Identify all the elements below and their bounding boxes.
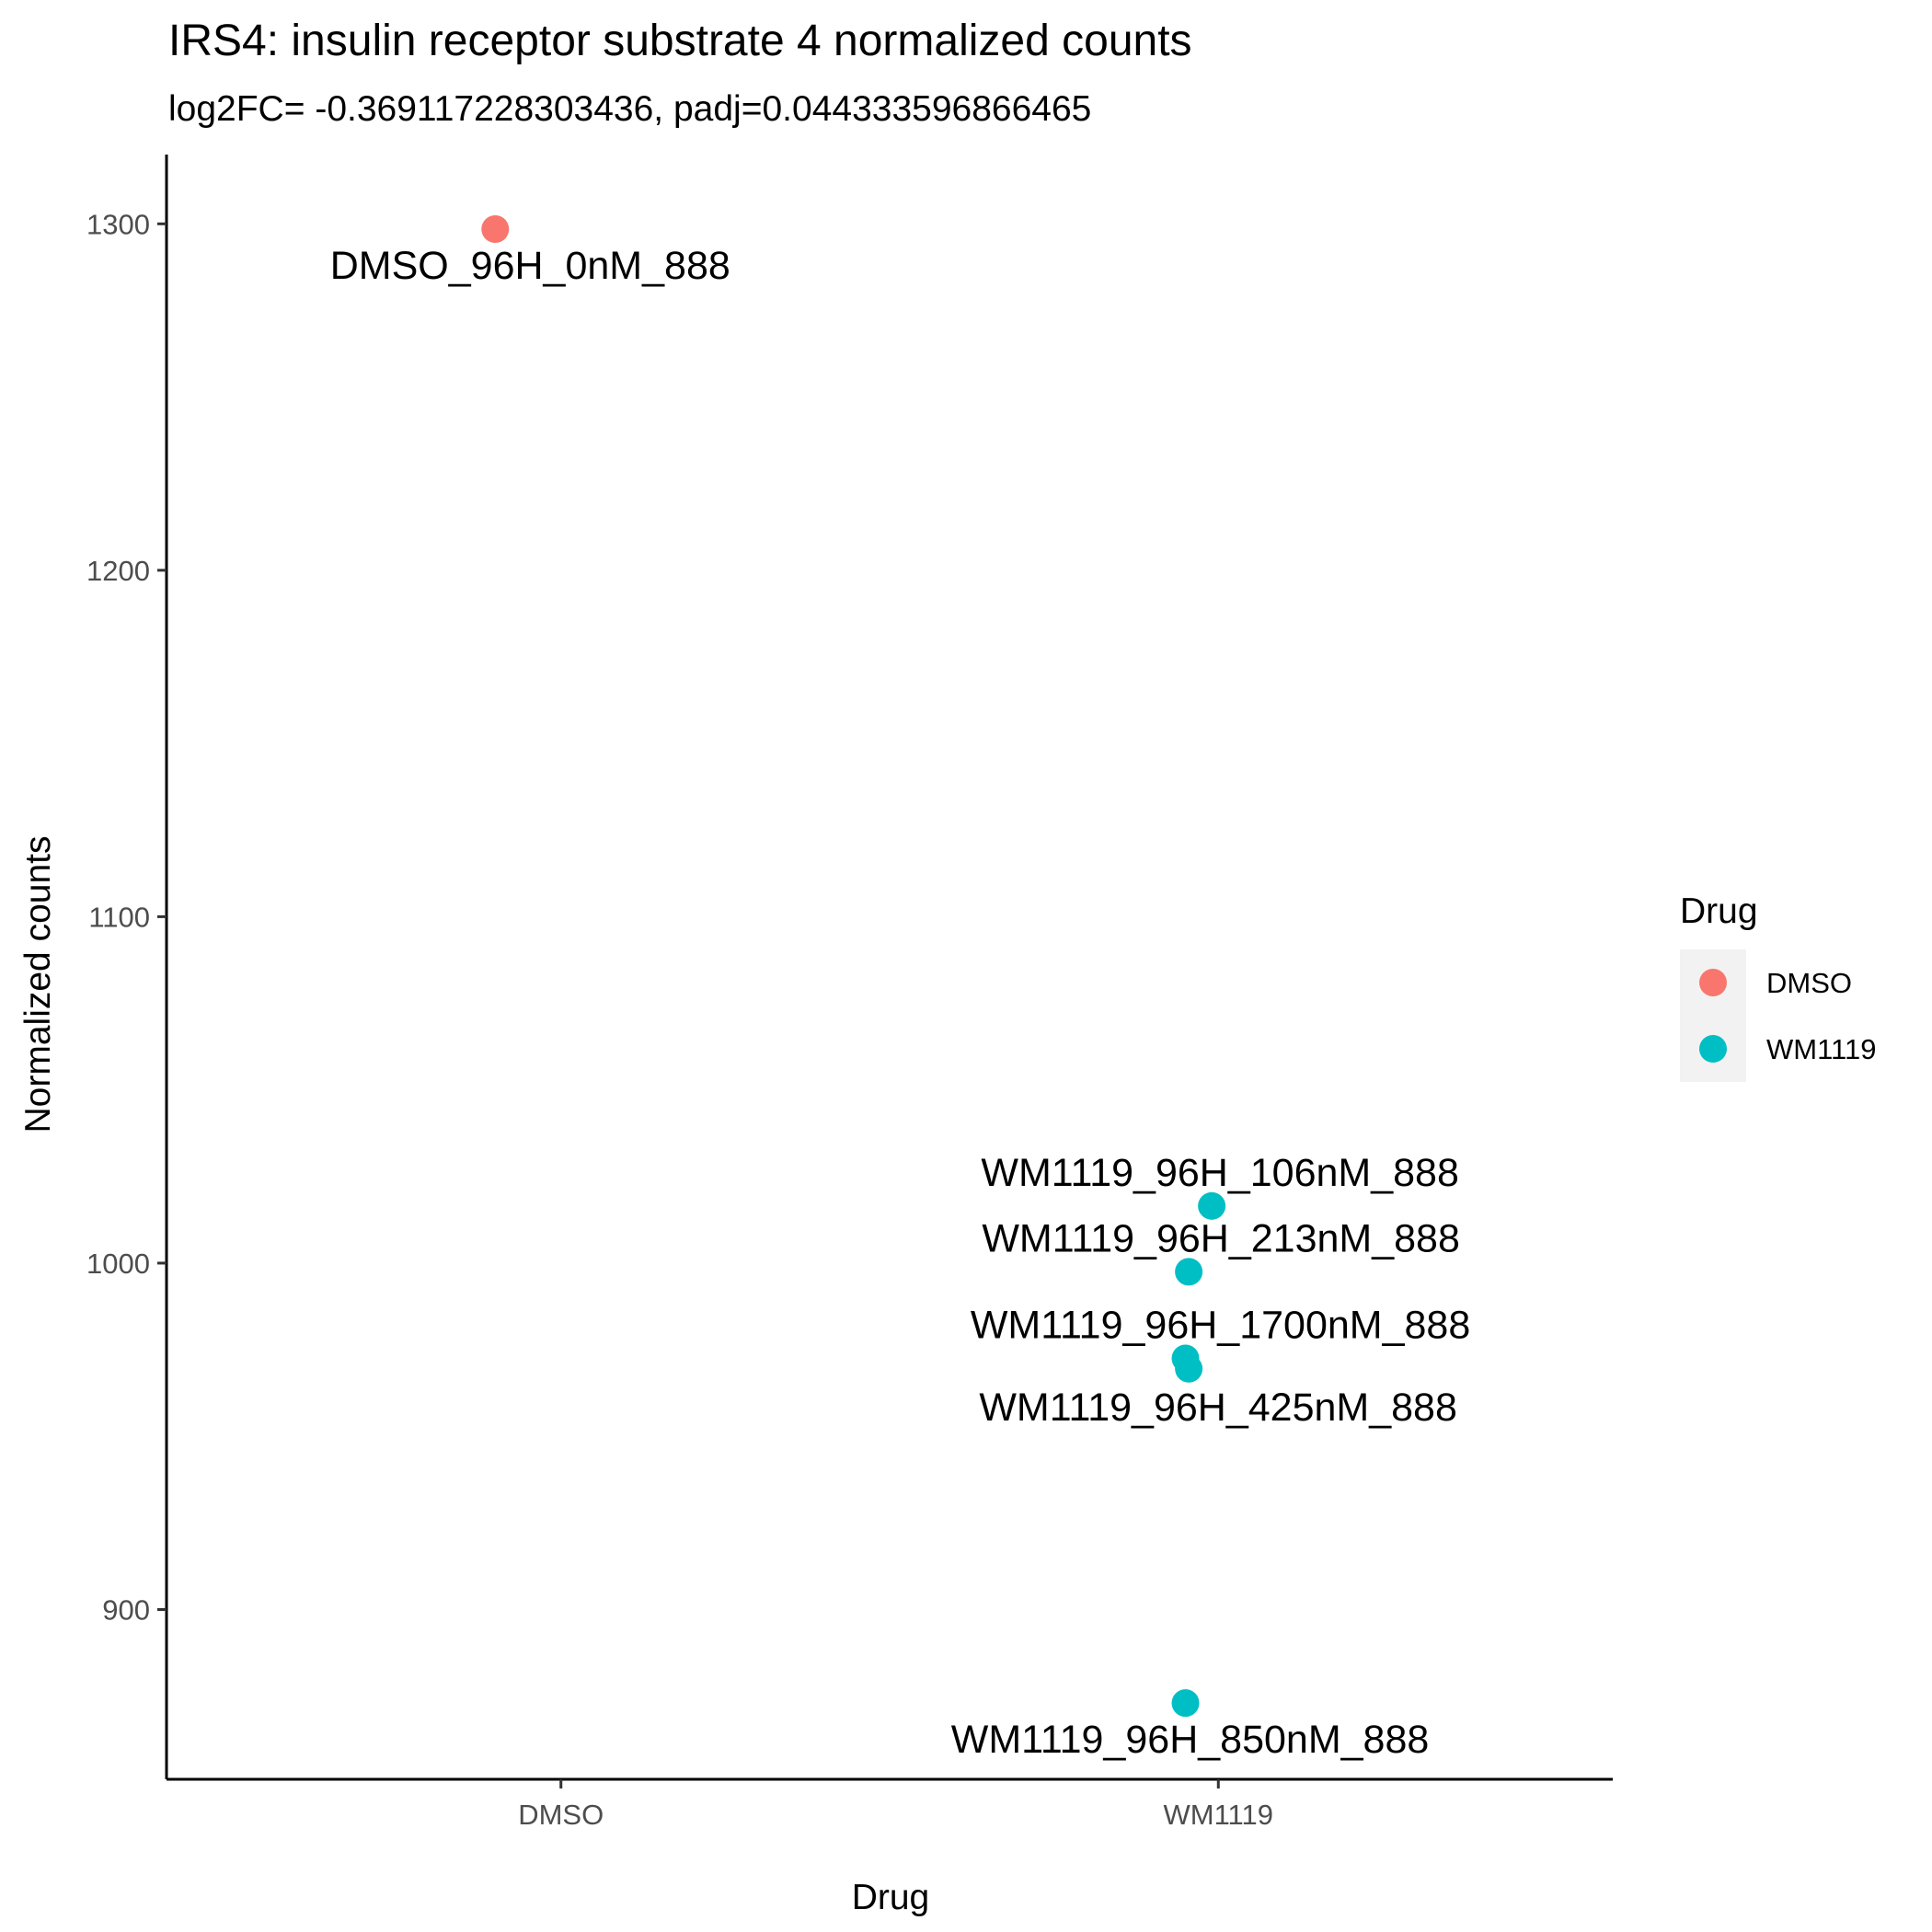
y-tick-label: 1100 xyxy=(88,901,150,933)
y-tick-label: 900 xyxy=(102,1593,150,1626)
legend: Drug DMSO WM1119 xyxy=(1680,891,1876,1082)
point-label: WM1119_96H_106nM_888 xyxy=(981,1151,1459,1195)
data-point xyxy=(1175,1258,1203,1286)
legend-title: Drug xyxy=(1680,891,1758,931)
legend-label: WM1119 xyxy=(1766,1033,1876,1065)
y-tick-label: 1200 xyxy=(86,555,150,587)
y-axis-label: Normalized counts xyxy=(18,836,58,1133)
point-label: WM1119_96H_213nM_888 xyxy=(982,1216,1460,1260)
y-tick-label: 1000 xyxy=(86,1248,150,1280)
data-point xyxy=(481,214,510,243)
x-tick-label: DMSO xyxy=(518,1799,604,1831)
point-label: WM1119_96H_1700nM_888 xyxy=(971,1303,1470,1347)
legend-label: DMSO xyxy=(1766,967,1852,999)
x-tick-label: WM1119 xyxy=(1164,1799,1273,1831)
legend-key xyxy=(1699,969,1727,996)
chart-subtitle: log2FC= -0.369117228303436, padj=0.04433… xyxy=(168,89,1091,129)
y-tick-label: 1300 xyxy=(86,208,150,240)
chart-title: IRS4: insulin receptor substrate 4 norma… xyxy=(168,17,1192,65)
data-point xyxy=(1171,1689,1200,1718)
point-label: WM1119_96H_425nM_888 xyxy=(979,1386,1457,1430)
x-axis-label: Drug xyxy=(852,1878,930,1917)
data-point xyxy=(1175,1354,1203,1383)
point-label: DMSO_96H_0nM_888 xyxy=(330,244,730,288)
point-label: WM1119_96H_850nM_888 xyxy=(951,1718,1430,1762)
plot-area: 900 1000 1100 1200 1300 DMSO WM1119 DMSO_96H_0n… xyxy=(86,155,1613,1831)
data-point xyxy=(1198,1191,1226,1220)
legend-key xyxy=(1699,1035,1727,1063)
